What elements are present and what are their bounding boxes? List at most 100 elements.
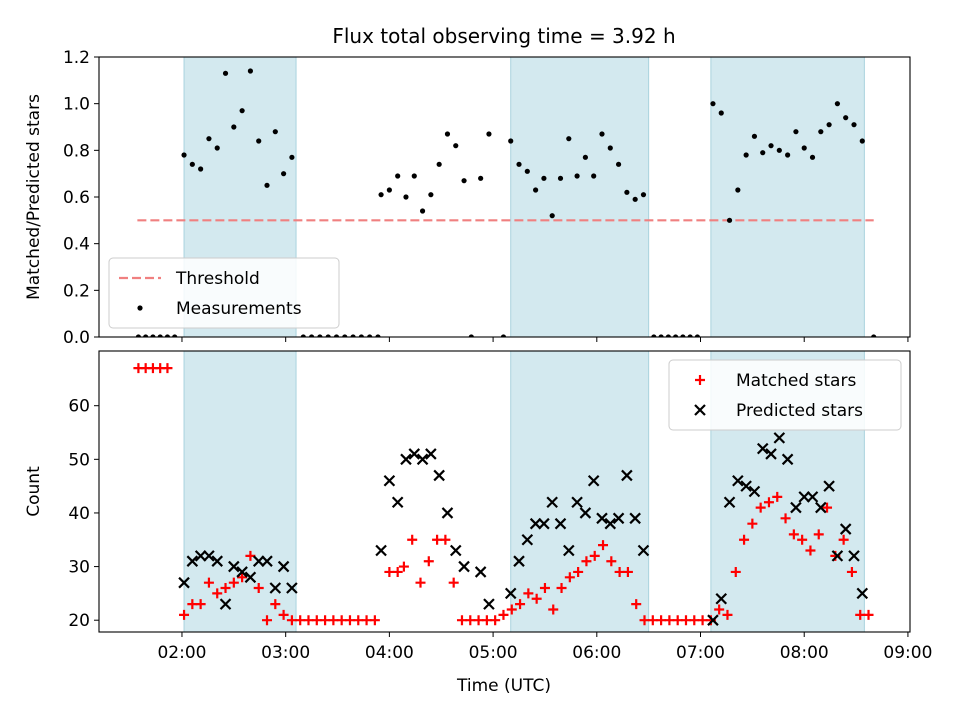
data-point [665, 334, 671, 337]
data-point [253, 583, 264, 594]
x-tick-label: 04:00 [365, 643, 414, 663]
data-point [398, 561, 409, 572]
legend-label: Matched stars [736, 371, 856, 391]
series-predicted-stars [178, 432, 869, 626]
data-point [563, 544, 575, 557]
data-point [604, 517, 617, 530]
y-tick-label: 40 [68, 504, 90, 524]
data-point [521, 533, 534, 546]
data-point [839, 523, 852, 535]
x-tick-label: 06:00 [572, 643, 621, 663]
data-point [358, 334, 364, 337]
data-point [378, 192, 384, 198]
data-point [739, 534, 750, 545]
data-point [164, 334, 171, 337]
plot-area [133, 363, 874, 626]
chart-panels: 0.0 0.2 0.4 0.6 0.8 1.0 1.2 Matched/Predicted s… [24, 48, 932, 663]
data-point [715, 592, 728, 605]
data-point [247, 68, 254, 74]
data-point [375, 544, 387, 557]
data-point [239, 108, 245, 114]
data-point [269, 582, 282, 594]
legend-box [108, 257, 340, 329]
data-point [599, 131, 605, 137]
y-axis-label: Matched/Predicted stars [24, 94, 44, 300]
chart-title: Flux total observing time = 3.92 h [332, 24, 675, 48]
x-axis-label: Time (UTC) [456, 676, 551, 696]
data-point [150, 334, 156, 337]
data-point [548, 604, 559, 615]
plot-area [135, 68, 877, 337]
data-point [407, 534, 418, 545]
y-tick-label: 1.2 [63, 48, 90, 68]
data-point [478, 175, 484, 181]
data-point [256, 138, 262, 144]
data-point [564, 572, 575, 583]
data-point [300, 334, 306, 337]
data-point [546, 496, 558, 509]
data-point [598, 540, 609, 551]
data-point [186, 555, 199, 567]
data-point [621, 469, 633, 482]
data-point [763, 497, 774, 508]
data-point [531, 593, 542, 604]
data-point [730, 566, 741, 577]
data-point [624, 189, 630, 195]
data-point [831, 550, 844, 562]
data-point [419, 208, 426, 214]
x-tick-label: 07:00 [676, 643, 725, 663]
data-point [500, 334, 507, 337]
data-point [772, 491, 783, 502]
data-point [408, 448, 421, 460]
data-point [714, 604, 725, 615]
data-point [732, 474, 744, 487]
data-point [710, 101, 716, 107]
data-point [571, 496, 583, 509]
data-point [797, 534, 808, 545]
data-point [325, 334, 331, 337]
data-point [748, 485, 761, 498]
data-point [289, 154, 295, 160]
data-point [433, 469, 445, 482]
data-point [228, 577, 239, 588]
data-point [490, 615, 501, 626]
data-point [425, 448, 437, 460]
data-point [261, 555, 273, 567]
y-tick-label: 0.0 [63, 328, 90, 348]
data-point [415, 577, 426, 588]
data-point [846, 566, 857, 577]
data-point [801, 145, 807, 151]
data-point [135, 334, 142, 337]
data-point [400, 453, 412, 466]
data-point [760, 150, 766, 156]
data-point [815, 501, 827, 514]
legend-swatch [694, 404, 706, 416]
data-point [231, 124, 237, 130]
y-tick-label: 50 [68, 450, 90, 470]
data-point [222, 70, 229, 76]
data-point [629, 512, 641, 525]
data-point [687, 334, 693, 337]
shaded-interval [510, 56, 650, 338]
data-point [533, 187, 539, 193]
data-point [309, 334, 315, 337]
data-point [411, 173, 417, 179]
data-point [513, 555, 525, 567]
data-point [448, 577, 459, 588]
data-point [615, 161, 622, 167]
shaded-interval [710, 56, 865, 338]
x-tick-label: 03:00 [261, 643, 310, 663]
data-point [798, 491, 810, 503]
data-point [751, 133, 758, 139]
data-point [278, 609, 289, 620]
data-point [453, 143, 459, 149]
data-point [838, 534, 849, 545]
y-tick-label: 0.6 [63, 188, 90, 208]
data-point [198, 166, 204, 172]
data-point [392, 566, 403, 577]
data-point [220, 583, 231, 594]
data-point [237, 572, 248, 583]
data-point [765, 448, 777, 460]
data-point [206, 136, 212, 142]
data-point [515, 599, 526, 610]
